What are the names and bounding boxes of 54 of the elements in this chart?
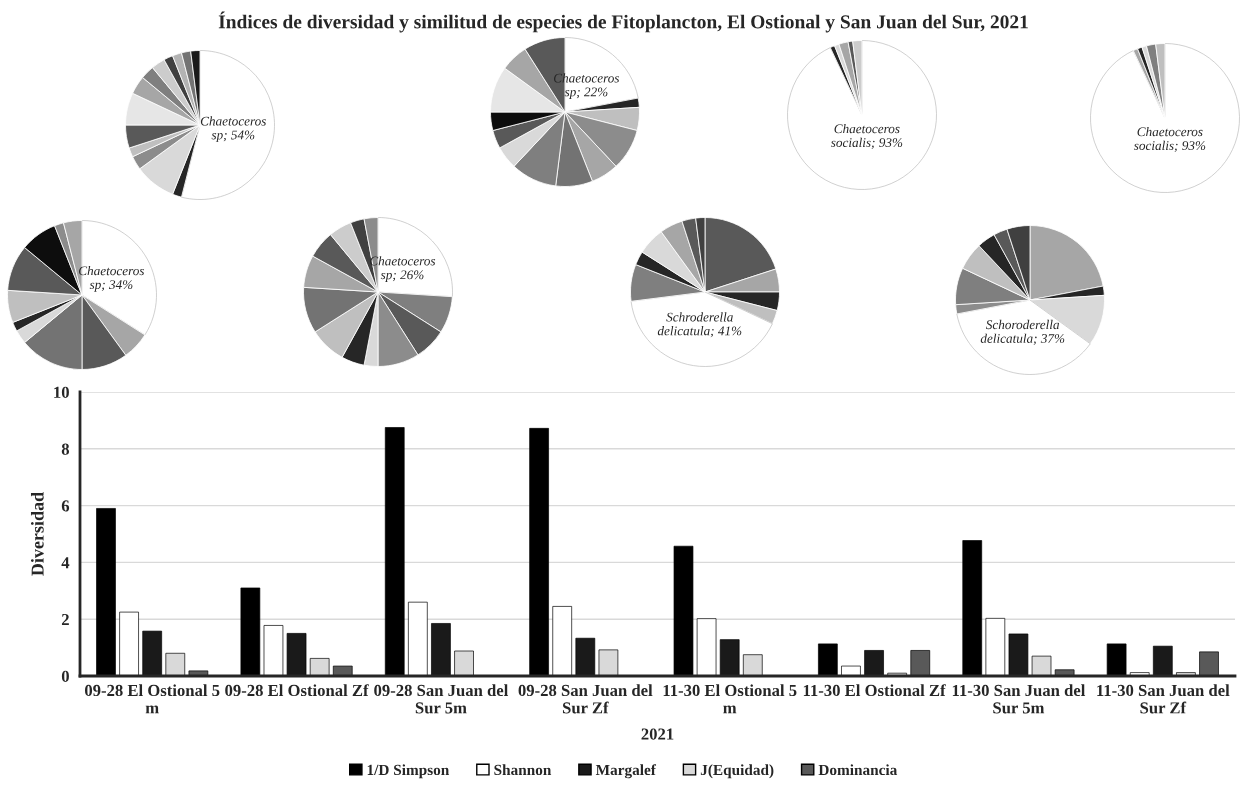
bar (910, 650, 931, 676)
bar (742, 654, 763, 676)
x-tick-label: 09-28 El Ostional 5 m (84, 684, 220, 714)
y-axis-title: Diversidad (30, 492, 44, 576)
bar (1031, 655, 1052, 676)
y-tick-label: 2 (61, 613, 69, 625)
slice-label: Schoroderella delicatula; 37% (980, 319, 1065, 345)
bar (1054, 669, 1075, 676)
x-tick-label: 09-28 San Juan del Sur Zf (518, 684, 653, 714)
bar (332, 665, 353, 676)
x-tick-label: 11-30 El Ostional 5 m (663, 684, 797, 714)
slice-label: Chaetoceros sp; 54% (200, 116, 266, 143)
bar (529, 428, 549, 676)
bar (696, 618, 717, 676)
slice-label: Schroderella delicatula; 41% (657, 312, 742, 338)
bar (673, 545, 694, 676)
legend-label: Dominancia (818, 764, 898, 776)
x-axis-title: 2021 (641, 728, 674, 740)
bar (841, 665, 861, 676)
bar (985, 618, 1006, 676)
slice-label: Chaetoceros sp; 34% (79, 265, 145, 292)
legend-label: J(Equidad) (700, 764, 774, 779)
y-tick-label: 4 (61, 557, 70, 569)
bar (240, 587, 261, 676)
chart-title: Índices de diversidad y similitud de especies de Fitoplancton, El Ostional y San Juan del Sur, 2021 (218, 11, 1028, 33)
bar (408, 601, 428, 676)
bar (165, 652, 186, 676)
bar (1106, 643, 1127, 676)
slice-label: Chaetoceros socialis; 93% (830, 123, 903, 149)
bar (96, 508, 116, 676)
y-tick-label: 8 (61, 443, 70, 455)
y-tick-label: 6 (61, 500, 70, 512)
bar (552, 606, 573, 676)
bar (309, 658, 330, 676)
slice-label: Chaetoceros socialis; 93% (1133, 126, 1206, 152)
x-tick-label: 11-30 El Ostional Zf (803, 684, 946, 697)
x-tick-label: 09-28 El Ostional Zf (225, 684, 369, 697)
x-tick-label: 09-28 San Juan del Sur 5m (374, 684, 509, 714)
bar (818, 643, 838, 676)
legend-label: Margalef (595, 764, 657, 779)
bar (598, 649, 619, 676)
legend-label: Shannon (494, 764, 552, 776)
bar (263, 625, 284, 676)
legend-label: 1/D Simpson (367, 764, 450, 779)
bar (119, 611, 139, 676)
bar (962, 540, 983, 676)
bar (1199, 651, 1219, 676)
x-tick-label: 11-30 San Juan del Sur Zf (1097, 684, 1230, 714)
bar (454, 650, 474, 676)
y-tick-label: 10 (54, 386, 69, 398)
bar (188, 670, 209, 676)
y-tick-label: 0 (61, 670, 69, 682)
bar (384, 427, 405, 676)
x-tick-label: 11-30 San Juan del Sur 5m (952, 684, 1086, 714)
